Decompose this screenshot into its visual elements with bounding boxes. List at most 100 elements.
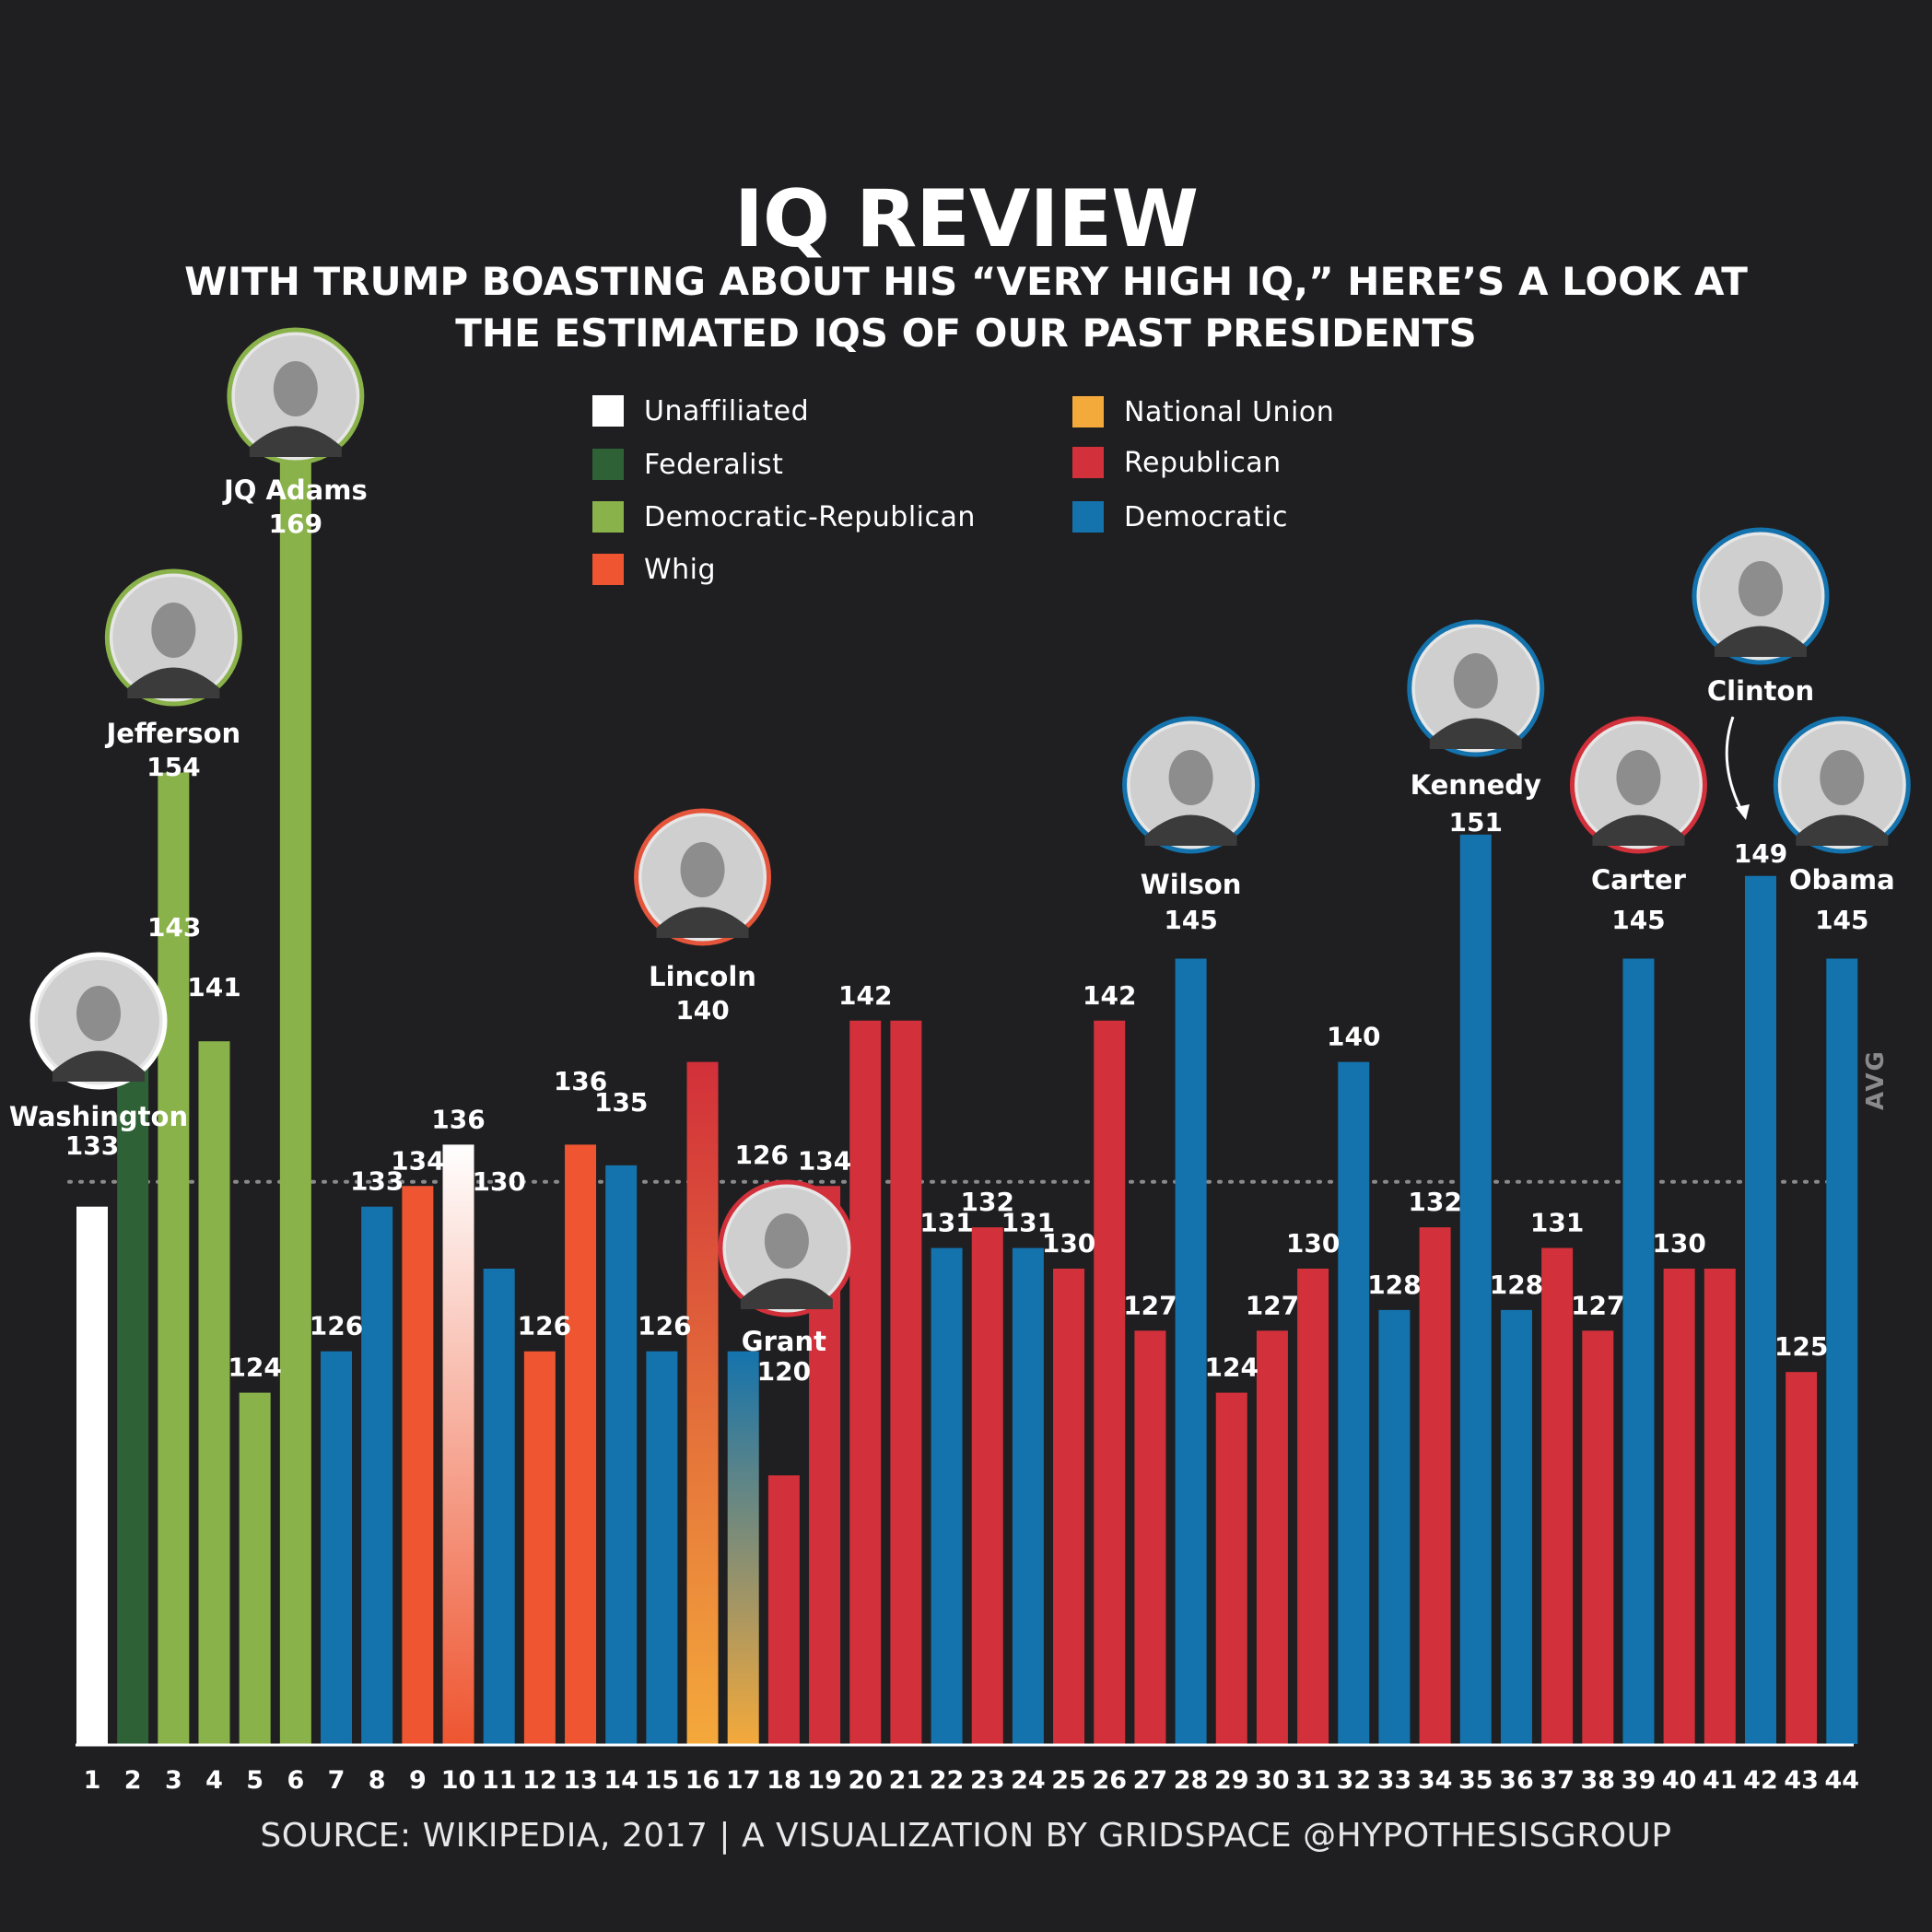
bar-31 (1297, 1269, 1329, 1744)
value-label: 145 (1815, 905, 1868, 935)
x-tick-label: 44 (1825, 1766, 1860, 1795)
legend-swatch (592, 501, 624, 533)
legend-swatch (592, 449, 624, 480)
legend-label: Republican (1124, 446, 1282, 479)
x-tick-label: 7 (328, 1766, 345, 1795)
bar-25 (1053, 1269, 1085, 1744)
portrait-washington-icon (29, 952, 168, 1090)
x-tick-label: 6 (287, 1766, 304, 1795)
value-label: 140 (675, 995, 729, 1025)
value-label: 128 (1490, 1270, 1543, 1300)
value-label: 140 (1327, 1022, 1380, 1052)
value-label: 130 (1042, 1228, 1095, 1259)
bar-38 (1582, 1330, 1614, 1744)
value-label: 134 (391, 1145, 444, 1176)
x-tick-label: 38 (1581, 1766, 1616, 1795)
value-label: 127 (1246, 1290, 1299, 1320)
x-tick-label: 18 (767, 1766, 802, 1795)
x-tick-label: 14 (603, 1766, 638, 1795)
legend-swatch (1072, 396, 1104, 427)
legend-item-federalist: Federalist (592, 446, 783, 483)
value-label: 142 (838, 980, 892, 1011)
bar-39 (1622, 958, 1655, 1744)
value-label: 141 (187, 972, 240, 1002)
bar-16 (686, 1061, 719, 1744)
value-label: 126 (310, 1311, 363, 1341)
x-tick-label: 9 (409, 1766, 427, 1795)
bar-11 (483, 1269, 515, 1744)
bar-27 (1134, 1330, 1166, 1744)
portrait-jq-adams-icon (227, 327, 365, 465)
x-tick-label: 20 (848, 1766, 883, 1795)
president-name-label: Jefferson (104, 718, 240, 749)
bar-34 (1419, 1227, 1451, 1744)
bar-23 (971, 1227, 1003, 1744)
x-tick-label: 32 (1336, 1766, 1371, 1795)
bar-2 (117, 1000, 149, 1744)
bar-33 (1378, 1309, 1411, 1744)
x-tick-label: 36 (1499, 1766, 1534, 1795)
x-tick-label: 41 (1703, 1766, 1738, 1795)
value-label: 149 (1734, 838, 1787, 869)
portrait-jefferson-icon (104, 568, 242, 707)
chart-title: IQ REVIEW (733, 173, 1199, 265)
bar-21 (890, 1020, 922, 1744)
bar-15 (646, 1351, 678, 1744)
value-label: 130 (1286, 1228, 1340, 1259)
x-tick-label: 33 (1377, 1766, 1412, 1795)
bar-26 (1094, 1020, 1126, 1744)
bar-24 (1012, 1247, 1044, 1744)
president-name-label: Clinton (1707, 675, 1814, 707)
value-label: 143 (147, 912, 201, 943)
value-label: 134 (798, 1145, 851, 1176)
value-label: 169 (269, 509, 322, 539)
president-name-label: Wilson (1141, 869, 1242, 900)
value-label: 151 (1449, 807, 1503, 837)
x-tick-label: 43 (1784, 1766, 1819, 1795)
legend-item-democratic-republican: Democratic-Republican (592, 498, 976, 535)
source-credit: SOURCE: WIKIPEDIA, 2017 | A VISUALIZATIO… (260, 1817, 1672, 1855)
portrait-kennedy-icon (1407, 619, 1545, 757)
president-name-label: Obama (1789, 864, 1895, 896)
value-label: 142 (1083, 980, 1136, 1011)
bar-28 (1175, 958, 1207, 1744)
value-label: 126 (638, 1311, 691, 1341)
legend-item-national-union: National Union (1072, 393, 1334, 430)
clinton-arrow-head (1735, 804, 1750, 820)
x-tick-label: 24 (1011, 1766, 1046, 1795)
legend-item-republican: Republican (1072, 444, 1282, 481)
portrait-obama-icon (1773, 716, 1911, 854)
x-tick-label: 35 (1458, 1766, 1493, 1795)
x-tick-label: 26 (1092, 1766, 1127, 1795)
legend-item-whig: Whig (592, 551, 716, 588)
value-label: 133 (65, 1130, 119, 1161)
value-label: 127 (1123, 1290, 1177, 1320)
legend-label: Federalist (644, 448, 784, 481)
legend-label: Democratic (1124, 500, 1288, 533)
value-label: 132 (961, 1187, 1014, 1217)
value-label: 126 (734, 1140, 788, 1170)
bar-17 (727, 1351, 759, 1744)
chart-subtitle: WITH TRUMP BOASTING ABOUT HIS “VERY HIGH… (138, 256, 1794, 359)
legend-label: Whig (644, 553, 717, 586)
value-label: 130 (472, 1166, 525, 1197)
bar-3 (158, 772, 190, 1745)
bar-43 (1786, 1372, 1818, 1744)
value-label: 136 (431, 1104, 485, 1134)
legend-item-democratic: Democratic (1072, 498, 1288, 535)
value-label: 124 (228, 1352, 281, 1383)
subtitle-line-2: THE ESTIMATED IQS OF OUR PAST PRESIDENTS (455, 310, 1477, 356)
bar-6 (279, 463, 311, 1745)
x-tick-label: 39 (1622, 1766, 1657, 1795)
value-label: 128 (1367, 1270, 1421, 1300)
x-tick-label: 11 (482, 1766, 517, 1795)
president-name-label: Kennedy (1411, 769, 1541, 801)
value-label: 130 (1652, 1228, 1705, 1259)
legend-label: Democratic-Republican (644, 500, 976, 533)
legend-swatch (1072, 447, 1104, 478)
x-tick-label: 19 (807, 1766, 842, 1795)
x-tick-label: 17 (726, 1766, 761, 1795)
bar-29 (1215, 1392, 1247, 1744)
x-tick-label: 4 (205, 1766, 223, 1795)
